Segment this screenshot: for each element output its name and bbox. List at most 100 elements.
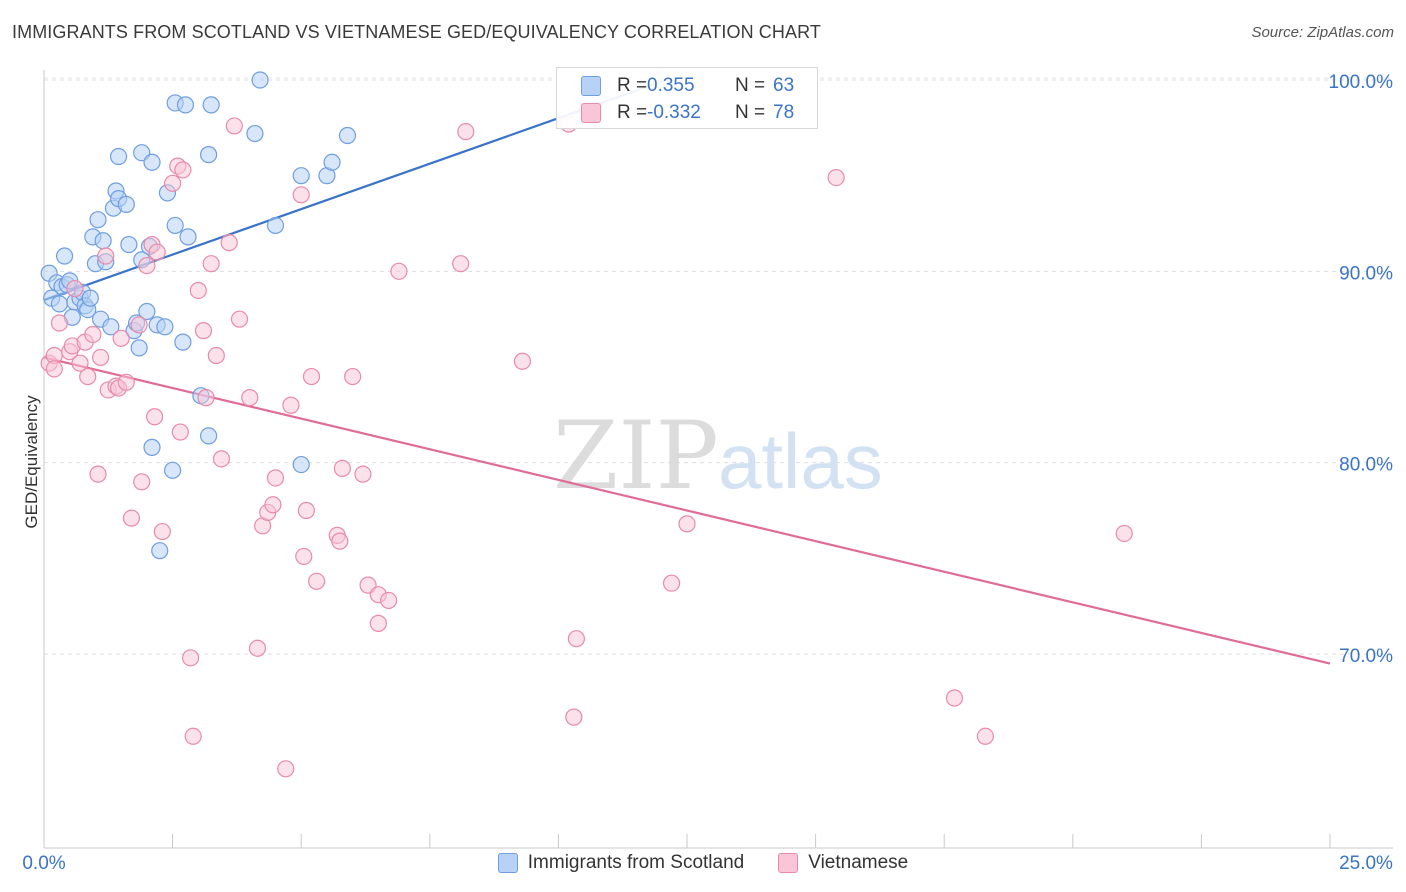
vietnamese-point <box>277 760 295 778</box>
vietnamese-swatch <box>778 853 799 873</box>
vietnamese-point <box>945 689 964 707</box>
vietnamese-point <box>194 322 213 340</box>
n-value: 63 <box>773 75 795 96</box>
vietnamese-point <box>182 649 200 667</box>
scotland-point <box>246 124 264 143</box>
grid-lines <box>44 77 1390 655</box>
scotland-point <box>151 542 169 560</box>
scotland-point <box>102 318 120 336</box>
trend-lines <box>43 78 1331 665</box>
vietnamese-point <box>207 346 225 365</box>
vietnamese-point <box>174 161 192 179</box>
vietnamese-point <box>225 117 243 135</box>
scotland-point <box>55 247 74 265</box>
vietnamese-point <box>164 174 182 192</box>
scotland-point <box>89 211 107 229</box>
legend-label-vietnamese: Vietnamese <box>808 852 909 873</box>
scotland-point <box>292 167 310 185</box>
vietnamese-point <box>202 255 220 273</box>
scotland-point <box>94 232 112 250</box>
vietnamese-point <box>1115 524 1133 543</box>
y-tick-label: 80.0% <box>1339 455 1393 476</box>
scotland-point <box>202 96 220 114</box>
scotland-point <box>179 228 197 246</box>
scotland-point <box>143 438 161 456</box>
vietnamese-point <box>153 522 171 541</box>
vietnamese-point <box>567 630 586 648</box>
scotland-point <box>166 216 184 235</box>
scotland-point <box>143 153 161 171</box>
vietnamese-point <box>331 532 349 550</box>
vietnamese-point <box>369 614 387 632</box>
n-label: N = <box>735 75 766 96</box>
vietnamese-point <box>130 316 148 334</box>
n-value: 78 <box>773 102 795 123</box>
vietnamese-point <box>827 168 845 187</box>
axes: 70.0% 80.0% 90.0% 100.0% <box>43 70 1394 849</box>
vietnamese-point <box>976 727 994 745</box>
legend-item-scotland[interactable]: Immigrants from Scotland <box>497 852 744 874</box>
r-value: -0.332 <box>647 102 701 123</box>
scotland-point <box>266 216 285 235</box>
vietnamese-point <box>50 314 69 332</box>
vietnamese-point <box>45 360 63 378</box>
vietnamese-point <box>513 352 531 370</box>
scotland-point <box>323 153 341 171</box>
vietnamese-swatch <box>581 103 601 123</box>
vietnamese-point <box>678 515 696 533</box>
scotland-point <box>109 147 128 166</box>
vietnamese-point <box>117 373 135 391</box>
y-axis-label: GED/Equivalency <box>22 395 41 529</box>
scotland-point <box>200 146 218 164</box>
scotland-point <box>50 295 69 313</box>
vietnamese-point <box>344 367 362 386</box>
chart-legend: Immigrants from Scotland Vietnamese <box>0 852 1406 874</box>
vietnamese-point <box>390 262 408 280</box>
stats-legend: R = 0.355 N = 63 R = -0.332 N = 78 <box>556 67 818 129</box>
chart-title: IMMIGRANTS FROM SCOTLAND VS VIETNAMESE G… <box>12 22 821 42</box>
vietnamese-point <box>97 247 115 265</box>
scotland-point <box>117 195 135 213</box>
scotland-point <box>138 302 156 321</box>
vietnamese-point <box>354 465 372 483</box>
scotland-point <box>156 318 174 336</box>
vietnamese-point <box>112 329 130 347</box>
vietnamese-point <box>662 574 681 592</box>
y-tick-label: 90.0% <box>1339 263 1393 284</box>
vietnamese-point <box>282 396 300 414</box>
r-label: R = <box>617 75 648 96</box>
vietnamese-point <box>145 408 164 426</box>
scotland-point <box>251 71 269 89</box>
vietnamese-point <box>457 123 475 141</box>
scotland-point <box>338 126 357 145</box>
scotland-point <box>164 461 182 479</box>
vietnamese-point <box>66 279 84 298</box>
vietnamese-point <box>295 547 313 566</box>
vietnamese-point <box>91 348 110 367</box>
vietnamese-point <box>133 473 151 491</box>
vietnamese-point <box>184 727 202 745</box>
vietnamese-point <box>292 186 310 204</box>
vietnamese-point <box>138 256 156 275</box>
vietnamese-point <box>297 501 315 520</box>
scotland-point <box>176 96 195 114</box>
n-label: N = <box>735 102 766 123</box>
vietnamese-trend-line <box>43 356 1331 665</box>
vietnamese-point <box>302 367 321 386</box>
vietnamese-point <box>171 423 189 441</box>
vietnamese-point <box>230 310 249 328</box>
vietnamese-point <box>333 459 351 478</box>
watermark-atlas: atlas <box>718 417 883 505</box>
legend-item-vietnamese[interactable]: Vietnamese <box>778 852 908 874</box>
vietnamese-point <box>220 234 238 252</box>
vietnamese-point <box>248 639 267 657</box>
watermark: ZIP atlas <box>553 402 883 511</box>
scotland-point <box>200 427 218 445</box>
y-tick-label: 100.0% <box>1329 72 1394 93</box>
vietnamese-point <box>89 465 107 483</box>
scotland-swatch <box>497 853 518 873</box>
chart-source: Source: ZipAtlas.com <box>1251 24 1394 41</box>
x-tick-label-max: 25.0% <box>1339 853 1393 874</box>
vietnamese-point <box>122 509 141 527</box>
